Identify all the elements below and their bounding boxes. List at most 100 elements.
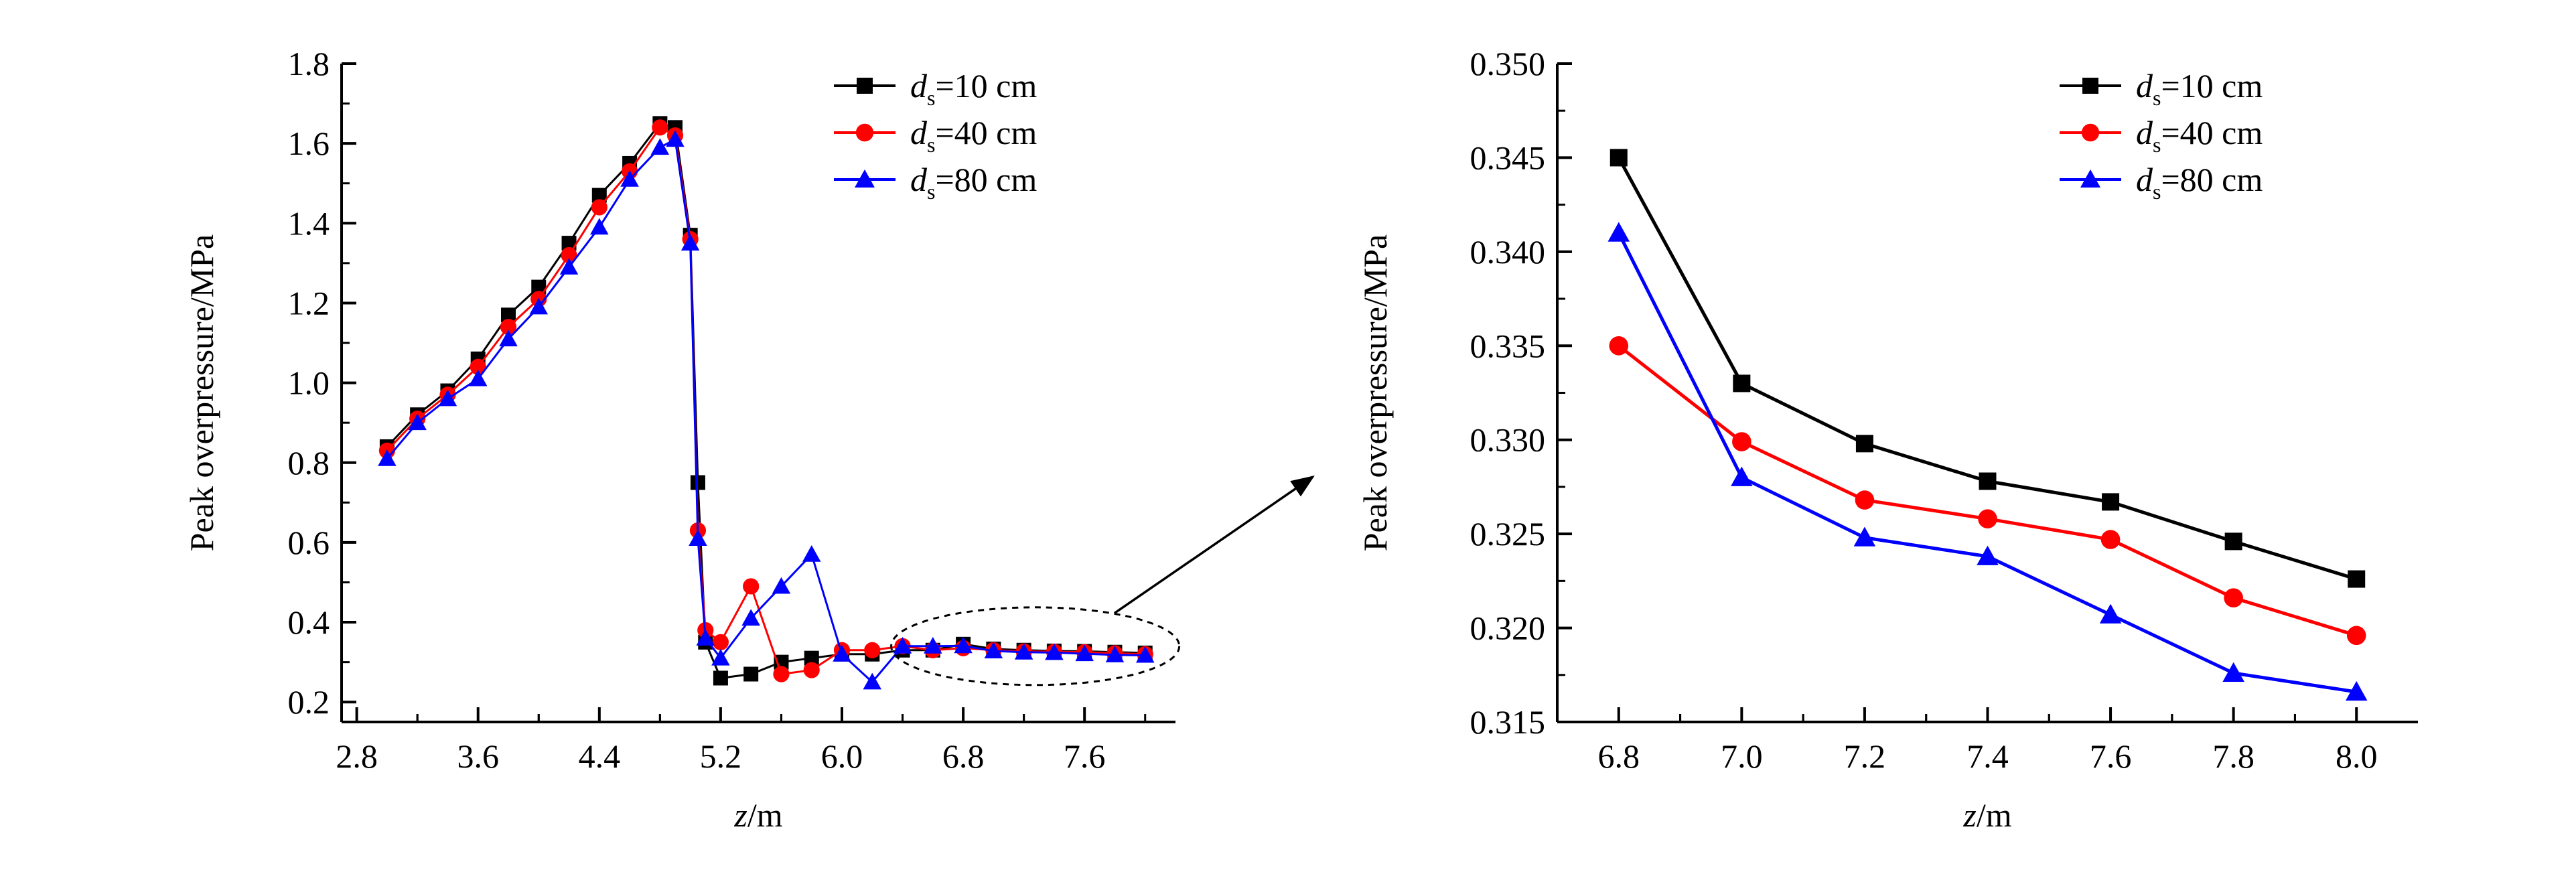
data-point-circle xyxy=(2100,530,2121,549)
data-point-triangle xyxy=(893,637,912,654)
x-tick-label: 2.8 xyxy=(336,737,378,775)
data-point-triangle xyxy=(689,529,707,546)
series-line-40cm xyxy=(386,126,1145,676)
x-tick-label: 5.2 xyxy=(700,737,742,775)
data-point-circle xyxy=(864,642,881,658)
legend-marker-circle xyxy=(855,123,874,142)
x-tick-label: 4.4 xyxy=(579,737,621,775)
x-tick-label: 8.0 xyxy=(2336,737,2378,775)
legend-marker-triangle xyxy=(855,169,875,188)
y-tick-label: 0.320 xyxy=(1470,609,1546,647)
y-tick-label: 0.2 xyxy=(288,683,330,721)
data-point-triangle xyxy=(559,258,579,275)
data-point-circle xyxy=(1978,509,1997,528)
y-tick-label: 0.325 xyxy=(1470,515,1546,553)
data-point-circle xyxy=(591,199,607,216)
y-axis-title: Peak overpressure/MPa xyxy=(1356,234,1394,552)
data-point-triangle xyxy=(1135,646,1155,663)
zoom-region-ellipse xyxy=(890,606,1181,686)
y-tick-label: 0.350 xyxy=(1470,45,1546,82)
data-point-triangle xyxy=(863,672,882,690)
series-line-80cm xyxy=(1617,232,2357,694)
data-point-triangle xyxy=(590,218,609,235)
x-tick-label: 7.6 xyxy=(2090,737,2132,775)
data-point-square xyxy=(561,236,577,251)
data-point-triangle xyxy=(666,130,685,147)
y-tick-label: 0.315 xyxy=(1470,703,1546,741)
x-axis-title: z/m xyxy=(733,796,782,834)
data-point-triangle xyxy=(2099,603,2122,624)
legend-label: ds=80 cm xyxy=(910,161,1037,204)
data-point-triangle xyxy=(696,629,715,646)
data-point-square xyxy=(690,475,705,490)
data-point-triangle xyxy=(924,637,942,654)
series-line-80cm xyxy=(386,137,1145,684)
data-point-triangle xyxy=(681,234,700,251)
chart-left-full-range: 0.2 0.4 0.6 0.8 1.0 1.2 1.4 1.6 1.8 2.8 3.6 4.4 5.2 6… xyxy=(183,45,1175,834)
x-axis-title: z/m xyxy=(1962,796,2011,834)
series-line-10cm xyxy=(386,122,1145,680)
data-point-circle xyxy=(561,246,577,264)
x-tick-label: 7.2 xyxy=(1844,737,1886,775)
data-point-square xyxy=(591,188,607,203)
data-point-triangle xyxy=(499,330,518,347)
data-point-circle xyxy=(1609,336,1629,356)
data-point-triangle xyxy=(620,170,639,187)
x-tick-label: 6.8 xyxy=(1598,737,1640,775)
y-tick-label: 0.340 xyxy=(1470,233,1546,271)
x-tick-label: 7.4 xyxy=(1966,737,2009,775)
data-point-triangle xyxy=(954,636,973,654)
y-tick-label: 1.2 xyxy=(288,284,330,321)
x-tick-label: 7.6 xyxy=(1064,737,1106,775)
y-tick-label: 1.4 xyxy=(288,204,330,242)
data-point-circle xyxy=(470,358,486,375)
data-point-circle xyxy=(1732,432,1751,451)
data-point-triangle xyxy=(984,642,1003,658)
data-point-square xyxy=(743,666,759,682)
y-tick-label: 0.335 xyxy=(1470,327,1546,364)
legend-marker-triangle xyxy=(2080,169,2100,188)
data-point-square xyxy=(713,670,728,686)
y-tick-label: 0.330 xyxy=(1470,421,1546,459)
data-point-square xyxy=(1609,149,1628,167)
y-axis-title: Peak overpressure/MPa xyxy=(183,234,220,552)
data-point-triangle xyxy=(1045,643,1064,660)
data-point-triangle xyxy=(2345,680,2368,701)
data-point-square xyxy=(1855,435,1873,453)
data-point-triangle xyxy=(802,545,821,562)
data-point-triangle xyxy=(1607,222,1630,242)
data-point-triangle xyxy=(378,449,397,466)
x-tick-label: 7.8 xyxy=(2212,737,2255,775)
data-point-triangle xyxy=(529,297,549,315)
data-point-triangle xyxy=(711,648,730,666)
y-tick-label: 0.345 xyxy=(1470,139,1546,176)
legend-marker-circle xyxy=(2081,123,2100,142)
data-point-triangle xyxy=(468,369,488,386)
data-point-triangle xyxy=(1853,526,1876,547)
legend-marker-square xyxy=(857,78,873,94)
data-point-circle xyxy=(500,319,517,336)
data-point-triangle xyxy=(833,644,851,662)
legend-label: ds=10 cm xyxy=(2136,67,2263,110)
data-point-triangle xyxy=(1731,466,1753,486)
data-point-square xyxy=(804,650,819,666)
data-point-circle xyxy=(652,119,668,136)
legend-label: ds=40 cm xyxy=(910,114,1037,157)
data-point-square xyxy=(1733,374,1751,392)
data-point-circle xyxy=(743,578,760,595)
zoom-annotation xyxy=(890,476,1315,686)
legend-label: ds=10 cm xyxy=(910,67,1037,110)
y-tick-label: 0.8 xyxy=(288,444,330,482)
data-point-triangle xyxy=(438,389,457,407)
data-point-square xyxy=(2348,570,2366,588)
legend-marker-square xyxy=(2082,78,2098,94)
data-point-triangle xyxy=(1977,545,1999,565)
data-point-circle xyxy=(2224,588,2243,607)
legend-label: ds=40 cm xyxy=(2136,114,2263,157)
data-point-circle xyxy=(712,634,729,650)
data-point-triangle xyxy=(1014,642,1033,660)
y-tick-label: 1.8 xyxy=(288,45,330,82)
data-point-triangle xyxy=(650,138,670,155)
